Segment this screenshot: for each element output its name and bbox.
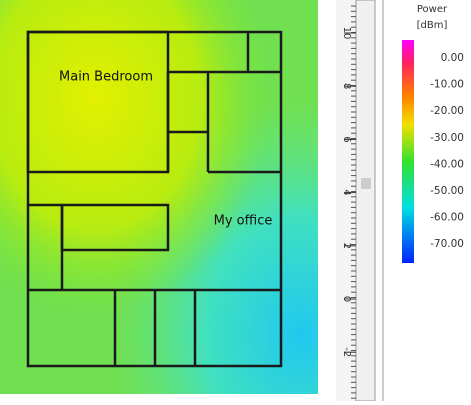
legend-title: Power bbox=[417, 4, 448, 15]
legend-tick-label: -60.00 bbox=[430, 212, 464, 224]
ruler-strip bbox=[336, 0, 356, 401]
ruler: 10 8 6 4 2 0 -2 bbox=[318, 0, 384, 402]
ruler-label: 0 bbox=[341, 296, 352, 302]
legend-tick-label: -50.00 bbox=[430, 185, 464, 197]
room-label: Main Bedroom bbox=[59, 70, 153, 85]
floor-plan bbox=[26, 30, 283, 368]
ruler-label: 2 bbox=[341, 243, 352, 249]
ruler-label: 10 bbox=[341, 27, 352, 40]
scroll-track bbox=[355, 0, 376, 402]
ruler-label: -2 bbox=[341, 347, 352, 357]
heatmap-warm bbox=[0, 0, 318, 394]
ruler-label: 4 bbox=[341, 189, 352, 195]
legend-tick-label: 0.00 bbox=[441, 52, 464, 64]
gap bbox=[318, 0, 336, 401]
legend-unit: [dBm] bbox=[417, 20, 448, 31]
legend-tick-label: -70.00 bbox=[430, 238, 464, 250]
color-bar bbox=[402, 40, 414, 263]
ruler-label: 8 bbox=[341, 83, 352, 89]
ruler-label: 6 bbox=[341, 136, 352, 142]
legend-tick-label: -10.00 bbox=[430, 79, 464, 91]
legend-tick-label: -30.00 bbox=[430, 132, 464, 144]
scroll-thumb[interactable] bbox=[361, 178, 371, 189]
legend-tick-label: -40.00 bbox=[430, 158, 464, 170]
room-label: My office bbox=[214, 214, 273, 229]
heatmap: Main Bedroom My office bbox=[0, 0, 318, 394]
legend: Power [dBm] 0.00 -10.00 -20.00 -30.00 -40.00… bbox=[402, 4, 464, 263]
legend-tick-label: -20.00 bbox=[430, 105, 464, 117]
